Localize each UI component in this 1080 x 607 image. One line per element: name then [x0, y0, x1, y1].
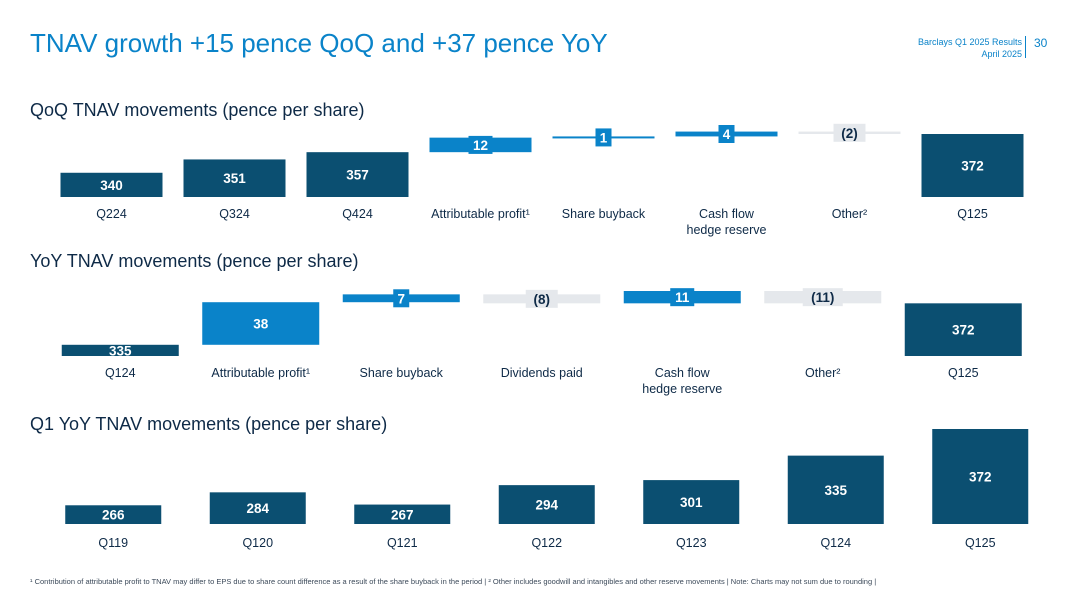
bar-value-label: 372 [952, 323, 975, 338]
bar-value-label: 267 [391, 507, 414, 522]
bar-value-label: 372 [969, 470, 992, 485]
bar [209, 492, 306, 524]
report-header: Barclays Q1 2025 Results April 2025 [918, 36, 1022, 60]
footnote: ¹ Contribution of attributable profit to… [30, 577, 877, 586]
category-label: Other² [805, 366, 840, 380]
delta-label-box [833, 123, 866, 142]
delta-label-box [670, 288, 695, 307]
bar [498, 485, 595, 524]
chart-qoq: 340 Q224 351 Q324 357 Q424 12 Attributable prof… [60, 123, 1024, 237]
category-label: Cash flow hedge reserve [642, 366, 722, 396]
delta-label-box [595, 128, 612, 147]
bar [354, 504, 451, 524]
category-label: Q324 [219, 207, 250, 221]
delta-value-label: 1 [600, 130, 608, 145]
category-label: Attributable profit¹ [211, 366, 310, 380]
chart-q1-yoy: 266 Q119 284 Q120 267 Q121 294 Q122 301 Q123 335 Q1… [65, 429, 1029, 550]
bar [932, 429, 1029, 524]
delta-value-label: 7 [397, 291, 405, 306]
delta-label-box [718, 125, 735, 143]
bar [306, 152, 409, 197]
category-label: Q123 [676, 536, 707, 550]
category-label: Q224 [96, 207, 127, 221]
category-label: Q120 [242, 536, 273, 550]
bar [183, 159, 286, 197]
page-number: 30 [1034, 36, 1048, 50]
delta-value-label: (8) [534, 292, 551, 307]
chart-title-yoy: YoY TNAV movements (pence per share) [30, 251, 359, 271]
bar-value-label: 301 [680, 495, 703, 510]
bar-value-label: 351 [223, 171, 246, 186]
delta-value-label: 11 [675, 290, 690, 305]
category-label: Q122 [531, 536, 562, 550]
category-label: Q119 [98, 536, 128, 550]
category-label: Q125 [948, 366, 979, 380]
bar [60, 172, 163, 197]
bar-value-label: 357 [346, 168, 369, 183]
bar-value-label: 294 [535, 498, 558, 513]
category-label: Q121 [387, 536, 418, 550]
bar-value-label: 335 [109, 343, 132, 358]
category-label: Q124 [820, 536, 851, 550]
bar-value-label: 266 [102, 508, 125, 523]
category-label: Q124 [105, 366, 136, 380]
category-label: Share buyback [562, 207, 646, 221]
delta-label-box [468, 135, 493, 154]
chart-yoy: 335 Q124 38 Attributable profit¹ 7 Share buyb… [61, 288, 1022, 396]
delta-value-label: (2) [841, 126, 858, 141]
bar [921, 134, 1024, 197]
category-label: Attributable profit¹ [431, 207, 530, 221]
chart-title-qoq: QoQ TNAV movements (pence per share) [30, 100, 365, 120]
bar-value-label: 372 [961, 159, 984, 174]
bar [904, 303, 1022, 356]
chart-title-q1-yoy: Q1 YoY TNAV movements (pence per share) [30, 414, 388, 434]
category-label: Q125 [957, 207, 988, 221]
delta-label-box [802, 288, 843, 307]
category-label: Cash flow hedge reserve [687, 207, 767, 237]
delta-label-box [248, 314, 273, 333]
delta-value-label: 38 [253, 317, 269, 332]
category-label: Q424 [342, 207, 373, 221]
delta-value-label: (11) [811, 290, 834, 305]
delta-label-box [393, 289, 410, 308]
delta-label-box [525, 289, 558, 308]
report-name: Barclays Q1 2025 Results [917, 37, 1022, 47]
bar [643, 480, 740, 524]
header-divider [1025, 36, 1026, 58]
category-label: Q125 [965, 536, 996, 550]
category-label: Other² [832, 207, 867, 221]
delta-value-label: 12 [473, 138, 488, 153]
category-label: Share buyback [360, 366, 444, 380]
bar [65, 505, 162, 524]
bar [787, 455, 884, 524]
category-label: Dividends paid [501, 366, 583, 380]
bar-value-label: 284 [246, 501, 269, 516]
bar-value-label: 335 [824, 483, 847, 498]
delta-value-label: 4 [723, 127, 731, 142]
page-title: TNAV growth +15 pence QoQ and +37 pence … [30, 28, 608, 58]
report-date: April 2025 [981, 49, 1022, 59]
bar-value-label: 340 [100, 178, 123, 193]
bar [61, 344, 179, 356]
